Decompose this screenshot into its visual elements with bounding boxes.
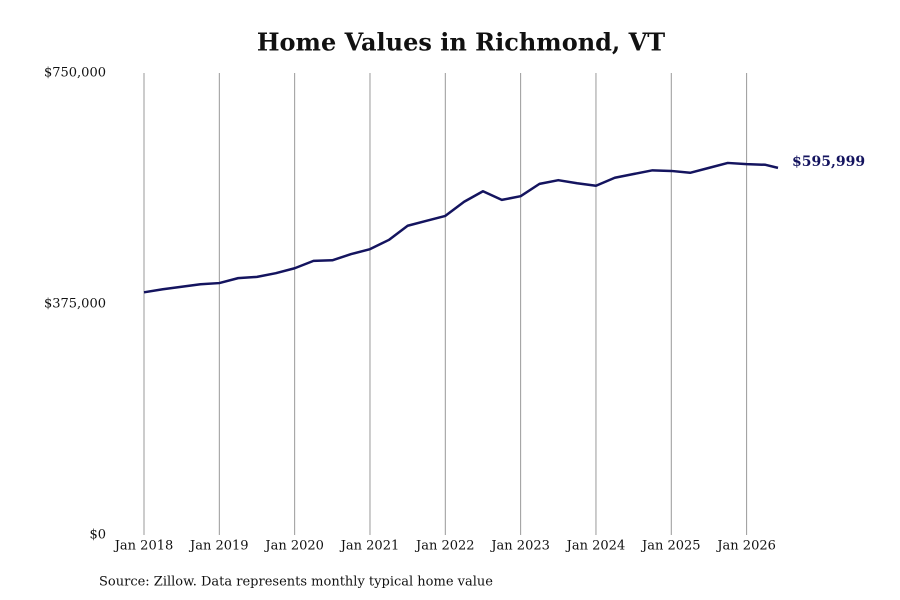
x-tick-label: Jan 2025 xyxy=(640,539,701,554)
x-tick-label: Jan 2022 xyxy=(414,539,475,554)
y-tick-label: $375,000 xyxy=(44,297,106,312)
end-value-label: $595,999 xyxy=(792,154,865,170)
x-tick-label: Jan 2018 xyxy=(113,539,174,554)
x-tick-label: Jan 2023 xyxy=(489,539,550,554)
source-note: Source: Zillow. Data represents monthly … xyxy=(99,575,493,590)
x-tick-label: Jan 2024 xyxy=(565,539,626,554)
chart-title: Home Values in Richmond, VT xyxy=(257,28,665,57)
x-tick-label: Jan 2020 xyxy=(263,539,324,554)
x-tick-label: Jan 2021 xyxy=(339,539,400,554)
y-tick-label: $0 xyxy=(89,528,106,543)
x-tick-label: Jan 2019 xyxy=(188,539,249,554)
line-series xyxy=(143,161,779,294)
y-tick-label: $750,000 xyxy=(44,66,106,81)
x-tick-label: Jan 2026 xyxy=(715,539,776,554)
